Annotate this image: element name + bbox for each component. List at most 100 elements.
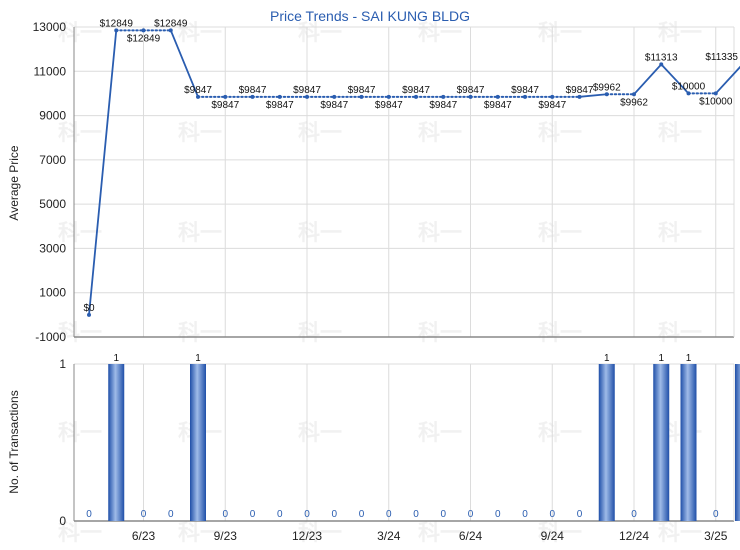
price-point <box>686 91 691 96</box>
watermark-text: 科一 <box>58 121 102 146</box>
top-y-tick-label: 3000 <box>39 241 66 255</box>
price-point <box>332 94 337 99</box>
bar-value-label: 0 <box>86 509 92 520</box>
price-line-segment <box>714 65 740 95</box>
price-value-label: $9847 <box>348 85 376 96</box>
price-point <box>386 94 391 99</box>
price-value-label: $9847 <box>184 85 212 96</box>
bar-value-label: 0 <box>577 509 583 520</box>
watermark-text: 科一 <box>538 121 582 146</box>
x-tick-label: 6/24 <box>459 529 483 543</box>
price-point <box>359 94 364 99</box>
watermark-text: 科一 <box>538 521 582 546</box>
price-point <box>632 92 636 97</box>
price-point <box>441 94 446 99</box>
price-point <box>604 92 609 97</box>
watermark-text: 科一 <box>178 21 222 46</box>
watermark-text: 科一 <box>418 421 462 446</box>
price-point <box>168 28 173 33</box>
transaction-bars <box>108 364 740 521</box>
price-value-label: $11335 <box>705 52 738 63</box>
price-value-label: $9847 <box>457 85 485 96</box>
price-point <box>114 28 119 33</box>
top-chart-grid <box>74 26 734 338</box>
price-value-label: $12849 <box>100 18 134 29</box>
price-value-label: $10000 <box>672 81 706 92</box>
bar-value-label: 1 <box>686 353 692 364</box>
bar-value-label: 1 <box>604 353 610 364</box>
price-point <box>305 94 309 99</box>
price-value-label: $9847 <box>538 100 566 111</box>
price-line-segment <box>169 29 199 98</box>
bar-value-label: 1 <box>195 353 201 364</box>
price-value-label: $9847 <box>293 85 321 96</box>
price-point <box>550 94 555 99</box>
price-value-label: $9847 <box>402 85 430 96</box>
price-point <box>468 94 473 99</box>
bar-value-label: 0 <box>331 509 337 520</box>
watermark-text: 科一 <box>418 221 462 246</box>
top-y-tick-label: 7000 <box>39 153 66 167</box>
bar-value-label: 0 <box>440 509 446 520</box>
transaction-bar <box>108 364 125 521</box>
price-value-label: $12849 <box>127 33 161 44</box>
price-value-label: $9847 <box>429 100 457 111</box>
watermark-text: 科一 <box>418 121 462 146</box>
transaction-bar <box>190 364 206 521</box>
bar-value-label: 0 <box>386 509 392 520</box>
bar-value-label: 0 <box>141 509 147 520</box>
price-data-labels: $0$12849$12849$12849$9847$9847$9847$9847… <box>83 18 738 314</box>
transaction-bar <box>653 364 670 521</box>
top-y-tick-label: 13000 <box>33 20 67 34</box>
watermark-text: 科一 <box>418 321 462 346</box>
price-point <box>196 94 200 99</box>
watermark-text: 科一 <box>178 521 222 546</box>
top-y-axis-label: Average Price <box>7 145 21 220</box>
x-tick-label: 9/23 <box>214 529 238 543</box>
price-value-label: $0 <box>83 303 95 314</box>
price-point <box>87 312 91 317</box>
price-value-label: $9847 <box>511 85 539 96</box>
price-value-label: $10000 <box>699 96 733 107</box>
x-tick-label: 9/24 <box>541 529 565 543</box>
top-y-tick-label: 11000 <box>34 64 67 78</box>
transaction-bar <box>680 364 697 521</box>
price-point <box>277 94 282 99</box>
watermark-text: 科一 <box>418 21 462 46</box>
watermark-text: 科一 <box>58 21 102 46</box>
price-point <box>659 62 664 67</box>
bar-value-label: 0 <box>413 509 419 520</box>
price-value-label: $9847 <box>211 100 239 111</box>
top-chart-axes: -1000 1000 3000 5000 7000 9000 11000 13000 <box>33 20 735 344</box>
bar-value-label: 1 <box>113 353 119 364</box>
watermark-text: 科一 <box>178 221 222 246</box>
price-point <box>713 91 718 96</box>
watermark-text: 科一 <box>418 521 462 546</box>
price-value-label: $9847 <box>266 100 294 111</box>
price-line-segment <box>88 29 118 316</box>
bottom-y-axis-label: No. of Transactions <box>7 390 21 493</box>
watermark-text: 科一 <box>298 421 342 446</box>
watermark-text: 科一 <box>58 521 102 546</box>
bar-value-label: 0 <box>304 509 310 520</box>
watermark-text: 科一 <box>658 121 702 146</box>
top-y-tick-label: 1000 <box>39 286 66 300</box>
watermark-text: 科一 <box>178 121 222 146</box>
bar-value-label: 0 <box>713 509 719 520</box>
bottom-y-tick-label: 1 <box>59 357 66 371</box>
watermark-text: 科一 <box>58 321 102 346</box>
x-tick-label: 3/25 <box>704 529 728 543</box>
bar-value-label: 0 <box>168 509 174 520</box>
price-line-segment <box>660 63 690 95</box>
watermark-text: 科一 <box>298 321 342 346</box>
price-value-label: $11313 <box>645 52 678 63</box>
bottom-chart-axes: 0 1 6/23 9/23 12/23 3/24 6/24 9/24 12/24 3/25 <box>59 357 735 543</box>
watermark-text: 科一 <box>538 421 582 446</box>
transaction-bar <box>598 364 615 521</box>
watermark-text: 科一 <box>658 21 702 46</box>
watermark-text: 科一 <box>298 21 342 46</box>
bar-value-label: 0 <box>522 509 528 520</box>
